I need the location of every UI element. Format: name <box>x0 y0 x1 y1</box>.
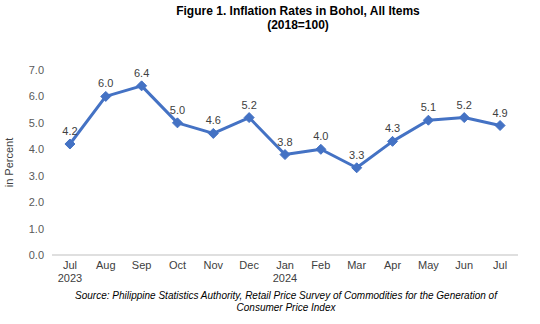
data-label: 3.8 <box>277 136 292 148</box>
y-tick-label: 2.0 <box>29 196 44 208</box>
series-group <box>65 81 505 173</box>
marker <box>459 113 469 123</box>
x-tick-label: Jul2023 <box>58 259 82 284</box>
source-note: Consumer Price Index <box>237 302 337 313</box>
marker <box>244 113 254 123</box>
x-tick-label-line: Aug <box>96 259 116 271</box>
x-tick-label-line: Jul <box>493 259 507 271</box>
x-tick-label-line: Jul <box>63 259 77 271</box>
x-tick-label: Aug <box>96 259 116 271</box>
marker <box>137 81 147 91</box>
x-tick-label: Apr <box>384 259 401 271</box>
y-tick-label: 0.0 <box>29 249 44 261</box>
data-label: 4.0 <box>313 130 328 142</box>
data-label: 6.4 <box>134 67 149 79</box>
data-label: 3.3 <box>349 149 364 161</box>
data-label: 4.9 <box>492 107 507 119</box>
data-label: 4.6 <box>206 114 221 126</box>
x-tick-label-line: Sep <box>132 259 152 271</box>
series-line <box>70 86 500 168</box>
subtitle: (2018=100) <box>267 18 329 32</box>
data-label: 5.2 <box>242 99 257 111</box>
x-tick-label-line: Jan <box>276 259 294 271</box>
x-tick-label: Feb <box>311 259 330 271</box>
data-label: 5.0 <box>170 104 185 116</box>
y-tick-label: 5.0 <box>29 117 44 129</box>
y-tick-label: 4.0 <box>29 143 44 155</box>
x-tick-label: Jul <box>493 259 507 271</box>
y-tick-label: 7.0 <box>29 64 44 76</box>
x-tick-label: Oct <box>169 259 186 271</box>
y-tick-label: 3.0 <box>29 170 44 182</box>
x-tick-label: Nov <box>204 259 224 271</box>
data-label: 4.2 <box>62 125 77 137</box>
y-tick-label: 6.0 <box>29 90 44 102</box>
marker <box>101 91 111 101</box>
y-axis-label: in Percent <box>3 138 15 188</box>
title: Figure 1. Inflation Rates in Bohol, All … <box>176 4 420 18</box>
marker <box>495 121 505 131</box>
x-tick-label: Jun <box>455 259 473 271</box>
marker <box>423 115 433 125</box>
data-label: 6.0 <box>98 77 113 89</box>
x-axis-line <box>52 255 518 256</box>
x-tick-label-line: Mar <box>347 259 366 271</box>
x-tick-label-line: Jun <box>455 259 473 271</box>
marker <box>352 163 362 173</box>
x-tick-label-line: 2023 <box>58 272 82 284</box>
x-tick-label-line: Oct <box>169 259 186 271</box>
data-label: 5.1 <box>421 101 436 113</box>
marker <box>388 136 398 146</box>
x-tick-label: Sep <box>132 259 152 271</box>
marker <box>208 128 218 138</box>
source-note: Source: Philippine Statistics Authority,… <box>75 290 498 301</box>
x-tick-label-line: Nov <box>204 259 224 271</box>
x-tick-label: Jan2024 <box>273 259 297 284</box>
x-tick-label: Dec <box>239 259 259 271</box>
y-tick-label: 1.0 <box>29 223 44 235</box>
x-tick-label-line: Dec <box>239 259 259 271</box>
marker <box>65 139 75 149</box>
marker <box>280 150 290 160</box>
x-tick-label: Mar <box>347 259 366 271</box>
chart: Figure 1. Inflation Rates in Bohol, All … <box>0 0 540 324</box>
data-label: 4.3 <box>385 122 400 134</box>
data-label: 5.2 <box>457 99 472 111</box>
x-tick-label-line: Apr <box>384 259 401 271</box>
x-tick-label-line: 2024 <box>273 272 297 284</box>
marker <box>172 118 182 128</box>
x-tick-label-line: May <box>418 259 439 271</box>
x-tick-label: May <box>418 259 439 271</box>
x-tick-label-line: Feb <box>311 259 330 271</box>
marker <box>316 144 326 154</box>
